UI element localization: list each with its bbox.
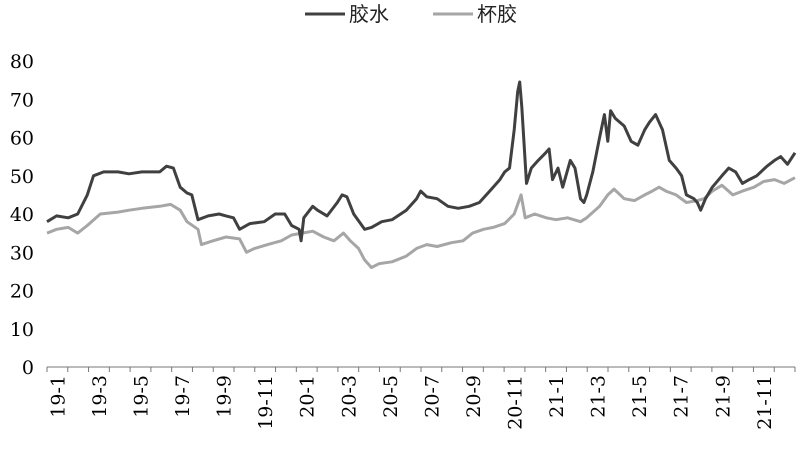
x-tick-label: 20-9 — [463, 375, 485, 418]
y-tick-label: 70 — [10, 89, 34, 111]
y-axis-ticks: 0 10 20 30 40 50 60 70 80 — [10, 51, 34, 379]
x-tick-label: 21-9 — [712, 375, 734, 418]
x-tick-label: 20-7 — [421, 375, 443, 418]
x-tick-label: 21-3 — [588, 375, 610, 418]
x-tick-label: 20-5 — [380, 375, 402, 418]
legend-label: 杯胶 — [477, 2, 517, 26]
series-line-胶水 — [46, 80, 797, 243]
legend: 胶水 杯胶 — [305, 2, 517, 26]
y-tick-label: 50 — [10, 166, 34, 188]
x-tick-label: 19-11 — [255, 375, 277, 430]
x-tick-label: 19-1 — [47, 375, 69, 418]
y-tick-label: 0 — [22, 357, 34, 379]
y-tick-label: 10 — [10, 319, 34, 341]
x-tick-label: 19-5 — [131, 375, 153, 418]
x-tick-label: 21-11 — [754, 375, 776, 430]
x-tick-label: 21-5 — [629, 375, 651, 418]
legend-label: 胶水 — [349, 2, 389, 26]
x-tick-label: 19-7 — [172, 375, 194, 418]
x-tick-label: 20-11 — [505, 375, 527, 430]
x-tick-label: 20-1 — [297, 375, 319, 418]
x-tick-label: 21-1 — [546, 375, 568, 418]
x-axis-ticks: 19-1 19-3 19-5 19-7 19-9 19-11 20-1 20-3 20-5 20-… — [46, 367, 796, 430]
series-layer — [46, 80, 797, 270]
x-tick-label: 19-9 — [214, 375, 236, 418]
x-tick-label: 21-7 — [671, 375, 693, 418]
series-line-杯胶 — [46, 176, 796, 270]
y-tick-label: 40 — [10, 204, 34, 226]
y-tick-label: 20 — [10, 281, 34, 303]
y-tick-label: 30 — [10, 242, 34, 264]
y-tick-label: 80 — [10, 51, 34, 73]
y-tick-label: 60 — [10, 128, 34, 150]
x-tick-label: 19-3 — [89, 375, 111, 418]
x-tick-label: 20-3 — [338, 375, 360, 418]
